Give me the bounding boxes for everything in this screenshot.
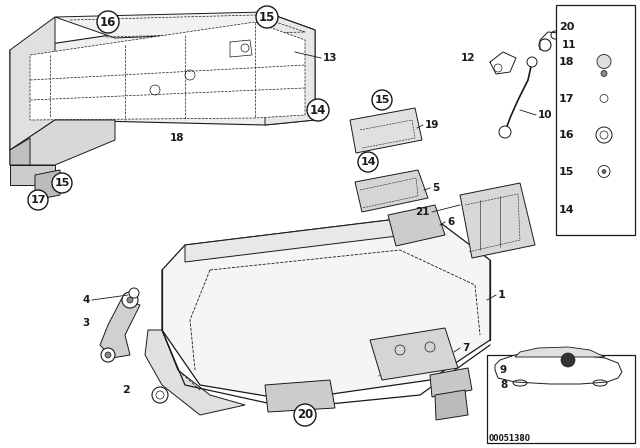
Circle shape bbox=[105, 352, 111, 358]
Text: 16: 16 bbox=[559, 130, 575, 140]
Text: 16: 16 bbox=[100, 16, 116, 29]
Text: 15: 15 bbox=[374, 95, 390, 105]
Circle shape bbox=[602, 169, 606, 173]
Text: 18: 18 bbox=[170, 133, 184, 143]
Polygon shape bbox=[430, 368, 472, 397]
Text: 8: 8 bbox=[500, 380, 508, 390]
Polygon shape bbox=[10, 12, 315, 150]
Polygon shape bbox=[145, 330, 245, 415]
Text: 9: 9 bbox=[500, 365, 507, 375]
Polygon shape bbox=[162, 215, 490, 400]
Circle shape bbox=[601, 70, 607, 77]
FancyBboxPatch shape bbox=[487, 355, 635, 443]
Text: 15: 15 bbox=[259, 10, 275, 23]
Text: 4: 4 bbox=[83, 295, 90, 305]
Text: 3: 3 bbox=[83, 318, 90, 328]
Polygon shape bbox=[10, 165, 55, 185]
Circle shape bbox=[499, 126, 511, 138]
Polygon shape bbox=[460, 183, 535, 258]
Text: 6: 6 bbox=[447, 217, 454, 227]
Polygon shape bbox=[100, 298, 140, 358]
Text: 18: 18 bbox=[559, 56, 575, 66]
Text: 17: 17 bbox=[559, 94, 575, 103]
Text: 14: 14 bbox=[559, 205, 575, 215]
Circle shape bbox=[127, 297, 133, 303]
Circle shape bbox=[561, 353, 575, 367]
Text: 00051380: 00051380 bbox=[489, 434, 531, 443]
Polygon shape bbox=[265, 12, 315, 125]
Circle shape bbox=[52, 173, 72, 193]
Text: 11: 11 bbox=[562, 40, 577, 50]
Circle shape bbox=[358, 152, 378, 172]
Polygon shape bbox=[265, 380, 335, 412]
Polygon shape bbox=[355, 170, 428, 212]
Circle shape bbox=[307, 99, 329, 121]
Polygon shape bbox=[185, 215, 430, 262]
Circle shape bbox=[97, 11, 119, 33]
Text: 12: 12 bbox=[461, 53, 475, 63]
Polygon shape bbox=[515, 347, 605, 357]
Text: 17: 17 bbox=[30, 195, 45, 205]
Circle shape bbox=[527, 57, 537, 67]
Text: 5: 5 bbox=[432, 183, 439, 193]
Text: 20: 20 bbox=[297, 409, 313, 422]
Circle shape bbox=[129, 288, 139, 298]
Circle shape bbox=[256, 6, 278, 28]
Polygon shape bbox=[10, 120, 115, 165]
Polygon shape bbox=[35, 170, 60, 200]
Polygon shape bbox=[435, 390, 468, 420]
Text: 19: 19 bbox=[425, 120, 440, 130]
Text: 14: 14 bbox=[310, 103, 326, 116]
Circle shape bbox=[372, 90, 392, 110]
Polygon shape bbox=[388, 205, 445, 246]
Circle shape bbox=[122, 292, 138, 308]
Text: 10: 10 bbox=[538, 110, 552, 120]
Polygon shape bbox=[495, 352, 622, 384]
Text: 14: 14 bbox=[360, 157, 376, 167]
Polygon shape bbox=[10, 138, 30, 165]
Text: 20: 20 bbox=[559, 22, 574, 31]
Text: 21: 21 bbox=[415, 207, 430, 217]
Circle shape bbox=[597, 55, 611, 69]
Circle shape bbox=[101, 348, 115, 362]
Text: 15: 15 bbox=[54, 178, 70, 188]
Polygon shape bbox=[350, 108, 422, 153]
Circle shape bbox=[28, 190, 48, 210]
Text: 13: 13 bbox=[323, 53, 337, 63]
Text: 2: 2 bbox=[122, 385, 130, 395]
Polygon shape bbox=[30, 22, 305, 120]
Polygon shape bbox=[370, 328, 458, 380]
FancyBboxPatch shape bbox=[556, 5, 635, 235]
Text: 15: 15 bbox=[559, 167, 574, 177]
Polygon shape bbox=[10, 17, 55, 150]
Circle shape bbox=[294, 404, 316, 426]
Polygon shape bbox=[55, 12, 315, 38]
Text: 1: 1 bbox=[498, 290, 506, 300]
Text: 7: 7 bbox=[462, 343, 469, 353]
